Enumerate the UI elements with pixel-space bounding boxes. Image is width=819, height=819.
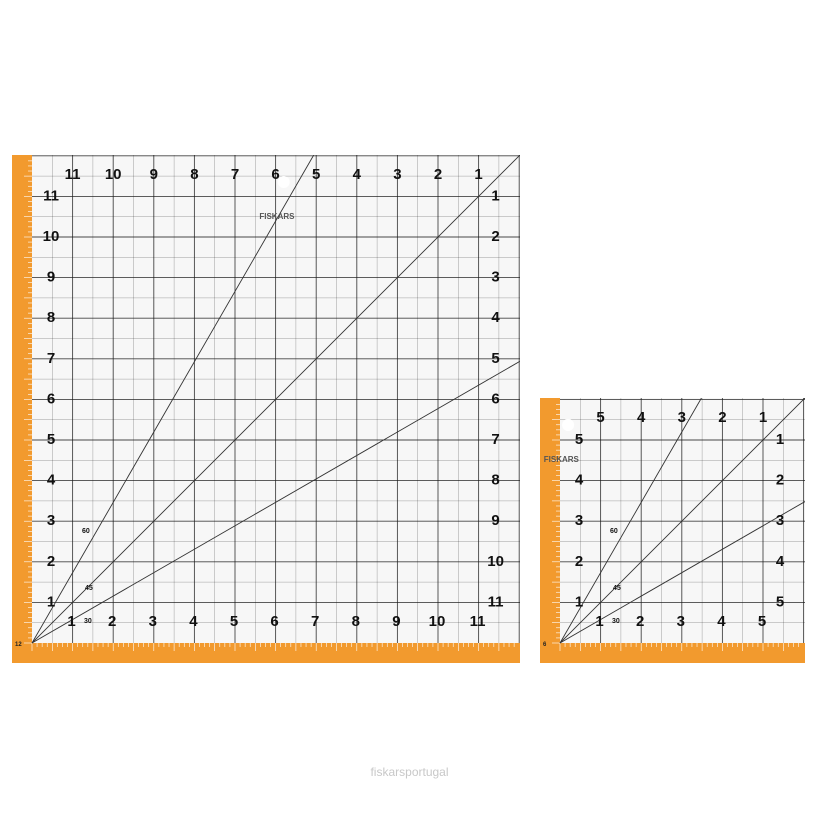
- bottom-number: 9: [392, 613, 400, 630]
- orange-edge-bottom: [540, 643, 805, 663]
- top-number: 2: [434, 166, 442, 183]
- right-number: 5: [491, 350, 499, 367]
- top-number: 10: [105, 166, 122, 183]
- left-number: 4: [575, 472, 584, 489]
- bottom-number: 6: [270, 613, 278, 630]
- left-number: 5: [575, 431, 583, 448]
- left-number: 1: [575, 593, 583, 610]
- top-number: 3: [393, 166, 401, 183]
- left-number: 3: [47, 512, 55, 529]
- right-number: 10: [487, 553, 504, 570]
- top-number: 2: [718, 409, 726, 426]
- bottom-number: 1: [595, 613, 603, 630]
- right-number: 2: [491, 228, 499, 245]
- bottom-number: 3: [677, 613, 685, 630]
- left-number: 4: [47, 472, 56, 489]
- top-number: 1: [474, 166, 482, 183]
- diagonal-60-line: [31, 155, 315, 644]
- angle-label-45: 45: [85, 585, 93, 592]
- bottom-number: 8: [352, 613, 360, 630]
- diagonal-60-line: [559, 398, 702, 644]
- right-number: 2: [776, 472, 784, 489]
- left-number: 8: [47, 309, 55, 326]
- top-number: 4: [353, 166, 362, 183]
- top-number: 9: [150, 166, 158, 183]
- diagonals: [559, 398, 805, 644]
- left-number: 2: [575, 553, 583, 570]
- bottom-number: 1: [67, 613, 75, 630]
- left-number: 11: [43, 187, 59, 204]
- top-number: 4: [637, 409, 646, 426]
- fiskars-logo: FISKARS: [544, 455, 580, 464]
- right-number: 6: [491, 390, 499, 407]
- left-number: 2: [47, 553, 55, 570]
- right-number: 4: [491, 309, 500, 326]
- right-number: 9: [491, 512, 499, 529]
- bottom-number: 7: [311, 613, 319, 630]
- orange-edge-bottom: [12, 643, 520, 663]
- bottom-number: 10: [429, 613, 446, 630]
- watermark: fiskarsportugal: [370, 765, 449, 779]
- left-number: 10: [43, 228, 60, 245]
- top-number: 5: [312, 166, 320, 183]
- left-number: 5: [47, 431, 55, 448]
- corner-label: 6: [543, 642, 547, 648]
- right-number: 3: [491, 269, 499, 286]
- angle-label-30: 30: [612, 618, 620, 625]
- angle-label-60: 60: [610, 528, 618, 535]
- diagonal-45-line: [31, 155, 520, 644]
- top-number: 3: [678, 409, 686, 426]
- right-number: 1: [776, 431, 784, 448]
- bottom-number: 5: [230, 613, 238, 630]
- right-number: 7: [491, 431, 499, 448]
- corner-label: 12: [15, 642, 22, 648]
- diagonal-45-line: [559, 398, 805, 644]
- diagonal-30-line: [31, 360, 520, 644]
- hang-hole: [562, 419, 575, 431]
- top-number: 7: [231, 166, 239, 183]
- left-number: 1: [47, 593, 55, 610]
- top-number: 11: [65, 166, 81, 183]
- right-number: 5: [776, 593, 784, 610]
- orange-edge-left: [12, 155, 32, 663]
- top-number: 8: [190, 166, 198, 183]
- right-number: 4: [776, 553, 785, 570]
- fiskars-logo: FISKARS: [259, 212, 295, 221]
- left-number: 6: [47, 390, 55, 407]
- bottom-number: 4: [189, 613, 198, 630]
- right-number: 1: [491, 187, 499, 204]
- right-number: 8: [491, 472, 499, 489]
- large-ruler: 11 10 9 8 7 6 5 4 3 2 1111098765432112345678910111…: [12, 155, 520, 663]
- diagonal-30-line: [559, 501, 805, 644]
- top-number: 1: [759, 409, 767, 426]
- angle-label-30: 30: [84, 618, 92, 625]
- bottom-number: 3: [149, 613, 157, 630]
- bottom-number: 11: [470, 613, 486, 630]
- bottom-number: 5: [758, 613, 766, 630]
- top-number: 5: [596, 409, 604, 426]
- right-number: 3: [776, 512, 784, 529]
- angle-label-60: 60: [82, 528, 90, 535]
- diagonals: [31, 155, 520, 644]
- bottom-number: 4: [717, 613, 726, 630]
- angle-label-45: 45: [613, 585, 621, 592]
- right-number: 11: [488, 593, 504, 610]
- left-number: 7: [47, 350, 55, 367]
- bottom-number: 2: [636, 613, 644, 630]
- hang-hole: [277, 176, 290, 188]
- left-number: 9: [47, 269, 55, 286]
- orange-edge-left: [540, 398, 560, 663]
- bottom-number: 2: [108, 613, 116, 630]
- top-number: 6: [271, 166, 279, 183]
- left-number: 3: [575, 512, 583, 529]
